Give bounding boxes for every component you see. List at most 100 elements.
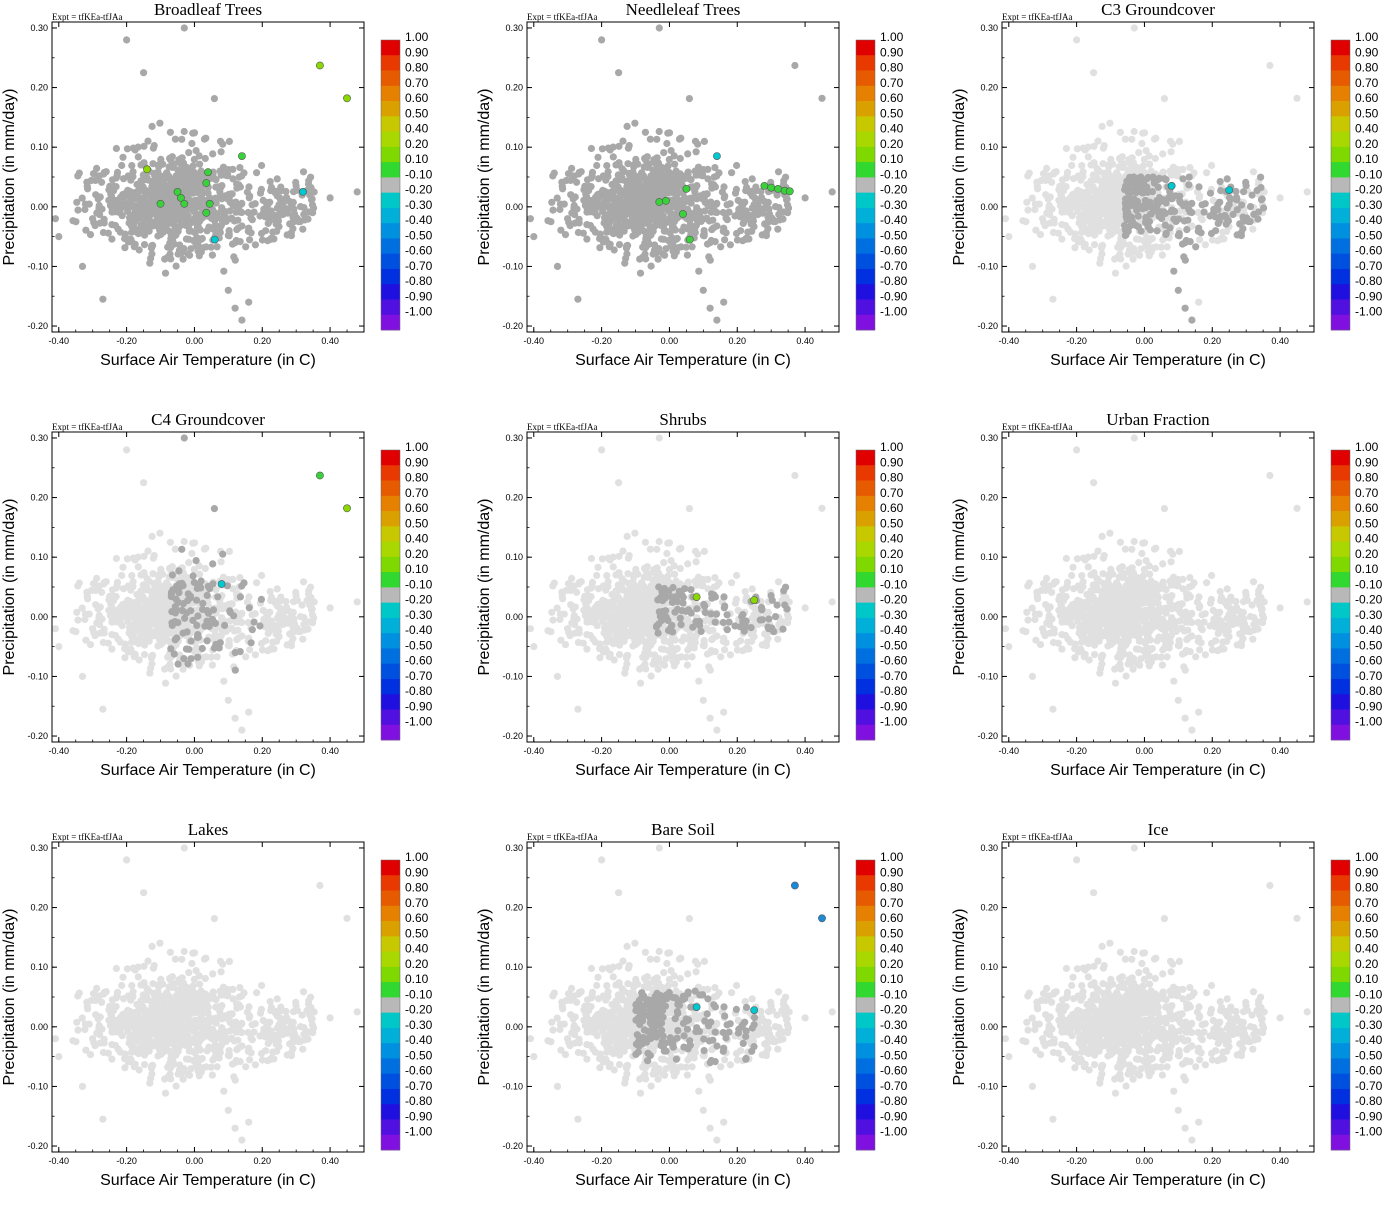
scatter-point (1078, 162, 1085, 169)
scatter-point (1087, 222, 1094, 229)
scatter-point (784, 619, 791, 626)
scatter-point (1234, 206, 1241, 213)
scatter-point (628, 216, 635, 223)
y-tick-label: -0.10 (27, 671, 48, 681)
scatter-point (604, 173, 611, 180)
colorbar-swatch (1331, 193, 1350, 209)
scatter-point (118, 572, 125, 579)
scatter-point (693, 222, 700, 229)
scatter-point (1149, 244, 1156, 251)
scatter-point (130, 190, 137, 197)
colorbar-swatch (381, 269, 400, 285)
colorbar-label: 0.20 (405, 137, 429, 151)
colorbar-label: -0.20 (880, 183, 908, 197)
scatter-point (184, 597, 191, 604)
scatter-point (1198, 229, 1205, 236)
scatter-point (149, 123, 156, 130)
scatter-point (1232, 188, 1239, 195)
scatter-point (780, 177, 787, 184)
scatter-point (598, 446, 605, 453)
scatter-point (180, 245, 187, 252)
scatter-point (640, 583, 647, 590)
scatter-point (624, 533, 631, 540)
scatter-point (218, 558, 225, 565)
scatter-point (685, 579, 692, 586)
scatter-point (172, 636, 179, 643)
colorbar-label: 0.50 (405, 516, 429, 530)
scatter-point (1101, 142, 1108, 149)
scatter-point (704, 190, 711, 197)
scatter-point (218, 222, 225, 229)
x-tick-label: 0.40 (321, 746, 339, 756)
scatter-point (1090, 188, 1097, 195)
scatter-point (615, 69, 622, 76)
scatter-point (1168, 148, 1175, 155)
scatter-point (168, 591, 175, 598)
colorbar-swatch (381, 664, 400, 680)
x-axis-label: Surface Air Temperature (in C) (575, 352, 791, 369)
scatter-point (123, 446, 130, 453)
scatter-point (175, 179, 182, 186)
scatter-point (1046, 202, 1053, 209)
scatter-point (1277, 194, 1284, 201)
scatter-point (659, 187, 666, 194)
y-tick-label: 0.10 (980, 142, 998, 152)
colorbar-label: 0.10 (405, 562, 429, 576)
colorbar-label: -0.50 (1355, 228, 1383, 242)
scatter-point (711, 584, 718, 591)
scatter-point (761, 220, 768, 227)
scatter-point (1141, 129, 1148, 136)
scatter-point (660, 559, 667, 566)
colorbar-swatch (381, 557, 400, 573)
scatter-point (1135, 149, 1142, 156)
scatter-point (724, 626, 731, 633)
scatter-point (655, 256, 662, 263)
scatter-point (232, 305, 239, 312)
scatter-point (1024, 172, 1031, 179)
colorbar-label: 0.20 (1355, 137, 1379, 151)
highlight-point (203, 209, 210, 216)
scatter-point (660, 180, 667, 187)
scatter-point (221, 622, 228, 629)
colorbar-swatch (381, 587, 400, 603)
scatter-point (82, 637, 89, 644)
x-tick-label: -0.20 (116, 336, 137, 346)
scatter-point (169, 571, 176, 578)
scatter-point (1096, 260, 1103, 267)
scatter-point (190, 572, 197, 579)
colorbar-swatch (381, 725, 400, 741)
scatter-point (109, 586, 116, 593)
highlight-point (181, 200, 188, 207)
scatter-point (105, 596, 112, 603)
scatter-point (1091, 176, 1098, 183)
colorbar-swatch (1331, 147, 1350, 163)
scatter-point (1112, 185, 1119, 192)
scatter-point (1207, 190, 1214, 197)
scatter-point (153, 626, 160, 633)
colorbar-swatch (1331, 116, 1350, 132)
y-tick-label: -0.20 (27, 321, 48, 331)
scatter-point (711, 164, 718, 171)
scatter-point (573, 589, 580, 596)
scatter-point (248, 639, 255, 646)
scatter-point (1179, 201, 1186, 208)
colorbar: 1.000.900.800.700.600.500.400.200.10-0.1… (381, 440, 433, 740)
y-tick-label: 0.20 (505, 83, 523, 93)
colorbar-label: 1.00 (405, 30, 429, 44)
colorbar-label: 0.60 (405, 91, 429, 105)
scatter-point (626, 142, 633, 149)
scatter-point (308, 196, 315, 203)
scatter-point (258, 162, 265, 169)
colorbar-label: -0.60 (405, 654, 433, 668)
colorbar-label: 0.60 (1355, 91, 1379, 105)
scatter-point (225, 287, 232, 294)
scatter-point (55, 233, 62, 240)
scatter-point (1247, 203, 1254, 210)
scatter-point (69, 627, 76, 634)
expt-label: Expt = tfKEa-tfJAa (527, 422, 598, 432)
scatter-point (249, 201, 256, 208)
scatter-point (1136, 252, 1143, 259)
colorbar-label: -0.80 (880, 274, 908, 288)
scatter-point (684, 252, 691, 259)
